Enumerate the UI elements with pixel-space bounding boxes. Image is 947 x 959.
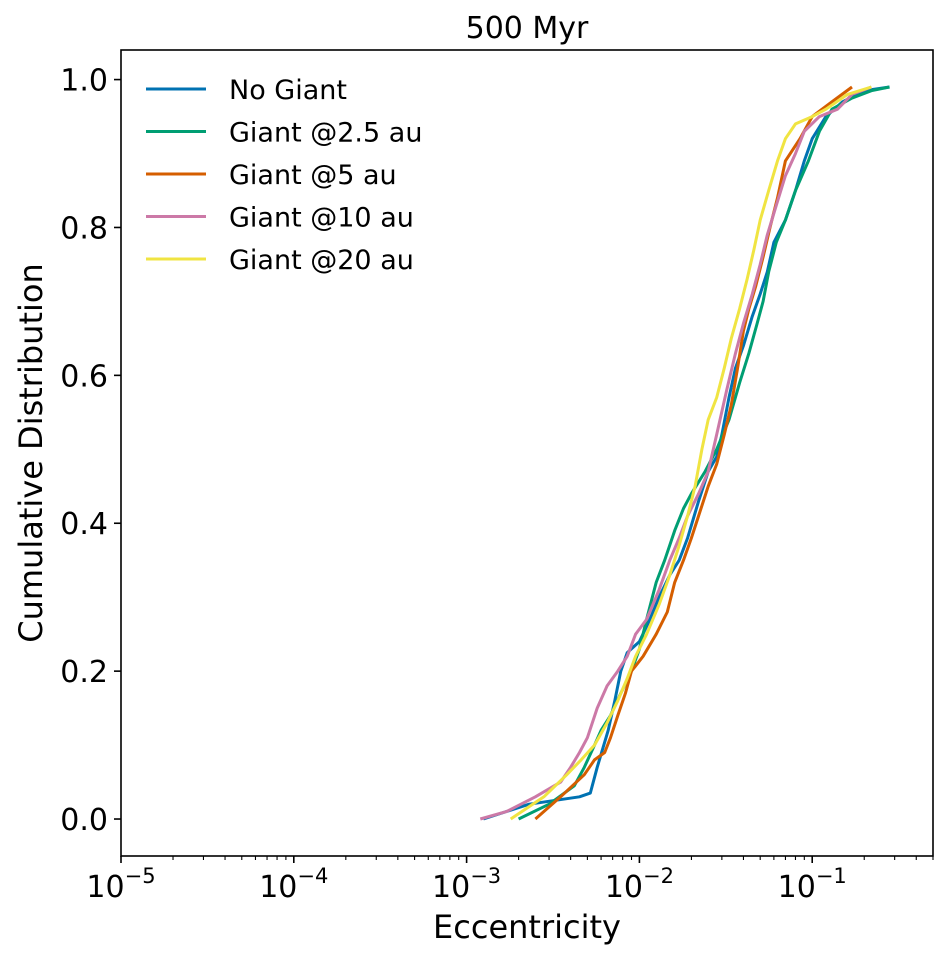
series-layer (479, 85, 890, 821)
x-axis-label: Eccentricity (433, 908, 621, 946)
y-axis-label: Cumulative Distribution (12, 263, 50, 643)
y-tick-label: 0.6 (60, 359, 108, 394)
y-axis: 0.0 0.2 0.4 0.6 0.8 1.0 (60, 64, 121, 838)
plot-frame (120, 49, 934, 857)
y-tick-label: 0.8 (60, 211, 108, 246)
series-line-3 (479, 85, 872, 821)
chart-title: 500 Myr (466, 11, 589, 46)
series-line-1 (517, 85, 890, 821)
x-tick-label: 10−5 (86, 864, 155, 905)
legend-label-2: Giant @5 au (229, 160, 397, 191)
legend-label-4: Giant @20 au (229, 245, 414, 276)
y-tick-label: 0.0 (60, 803, 108, 838)
legend-label-1: Giant @2.5 au (229, 118, 422, 149)
series-line-0 (482, 85, 890, 821)
x-tick-label: 10−3 (432, 864, 501, 905)
y-tick-label: 1.0 (60, 64, 108, 99)
y-tick-label: 0.4 (60, 507, 108, 542)
x-tick-label: 10−2 (605, 864, 674, 905)
y-tick-label: 0.2 (60, 655, 108, 690)
legend-label-0: No Giant (229, 75, 347, 106)
series-line-4 (509, 85, 872, 821)
legend-label-3: Giant @10 au (229, 203, 414, 234)
x-axis: 10−5 10−4 10−3 10−2 10−1 (86, 856, 934, 905)
legend: No Giant Giant @2.5 au Giant @5 au Giant @1… (146, 75, 422, 276)
x-tick-label: 10−4 (259, 864, 328, 905)
series-line-2 (534, 85, 853, 821)
x-tick-label: 10−1 (778, 864, 847, 905)
